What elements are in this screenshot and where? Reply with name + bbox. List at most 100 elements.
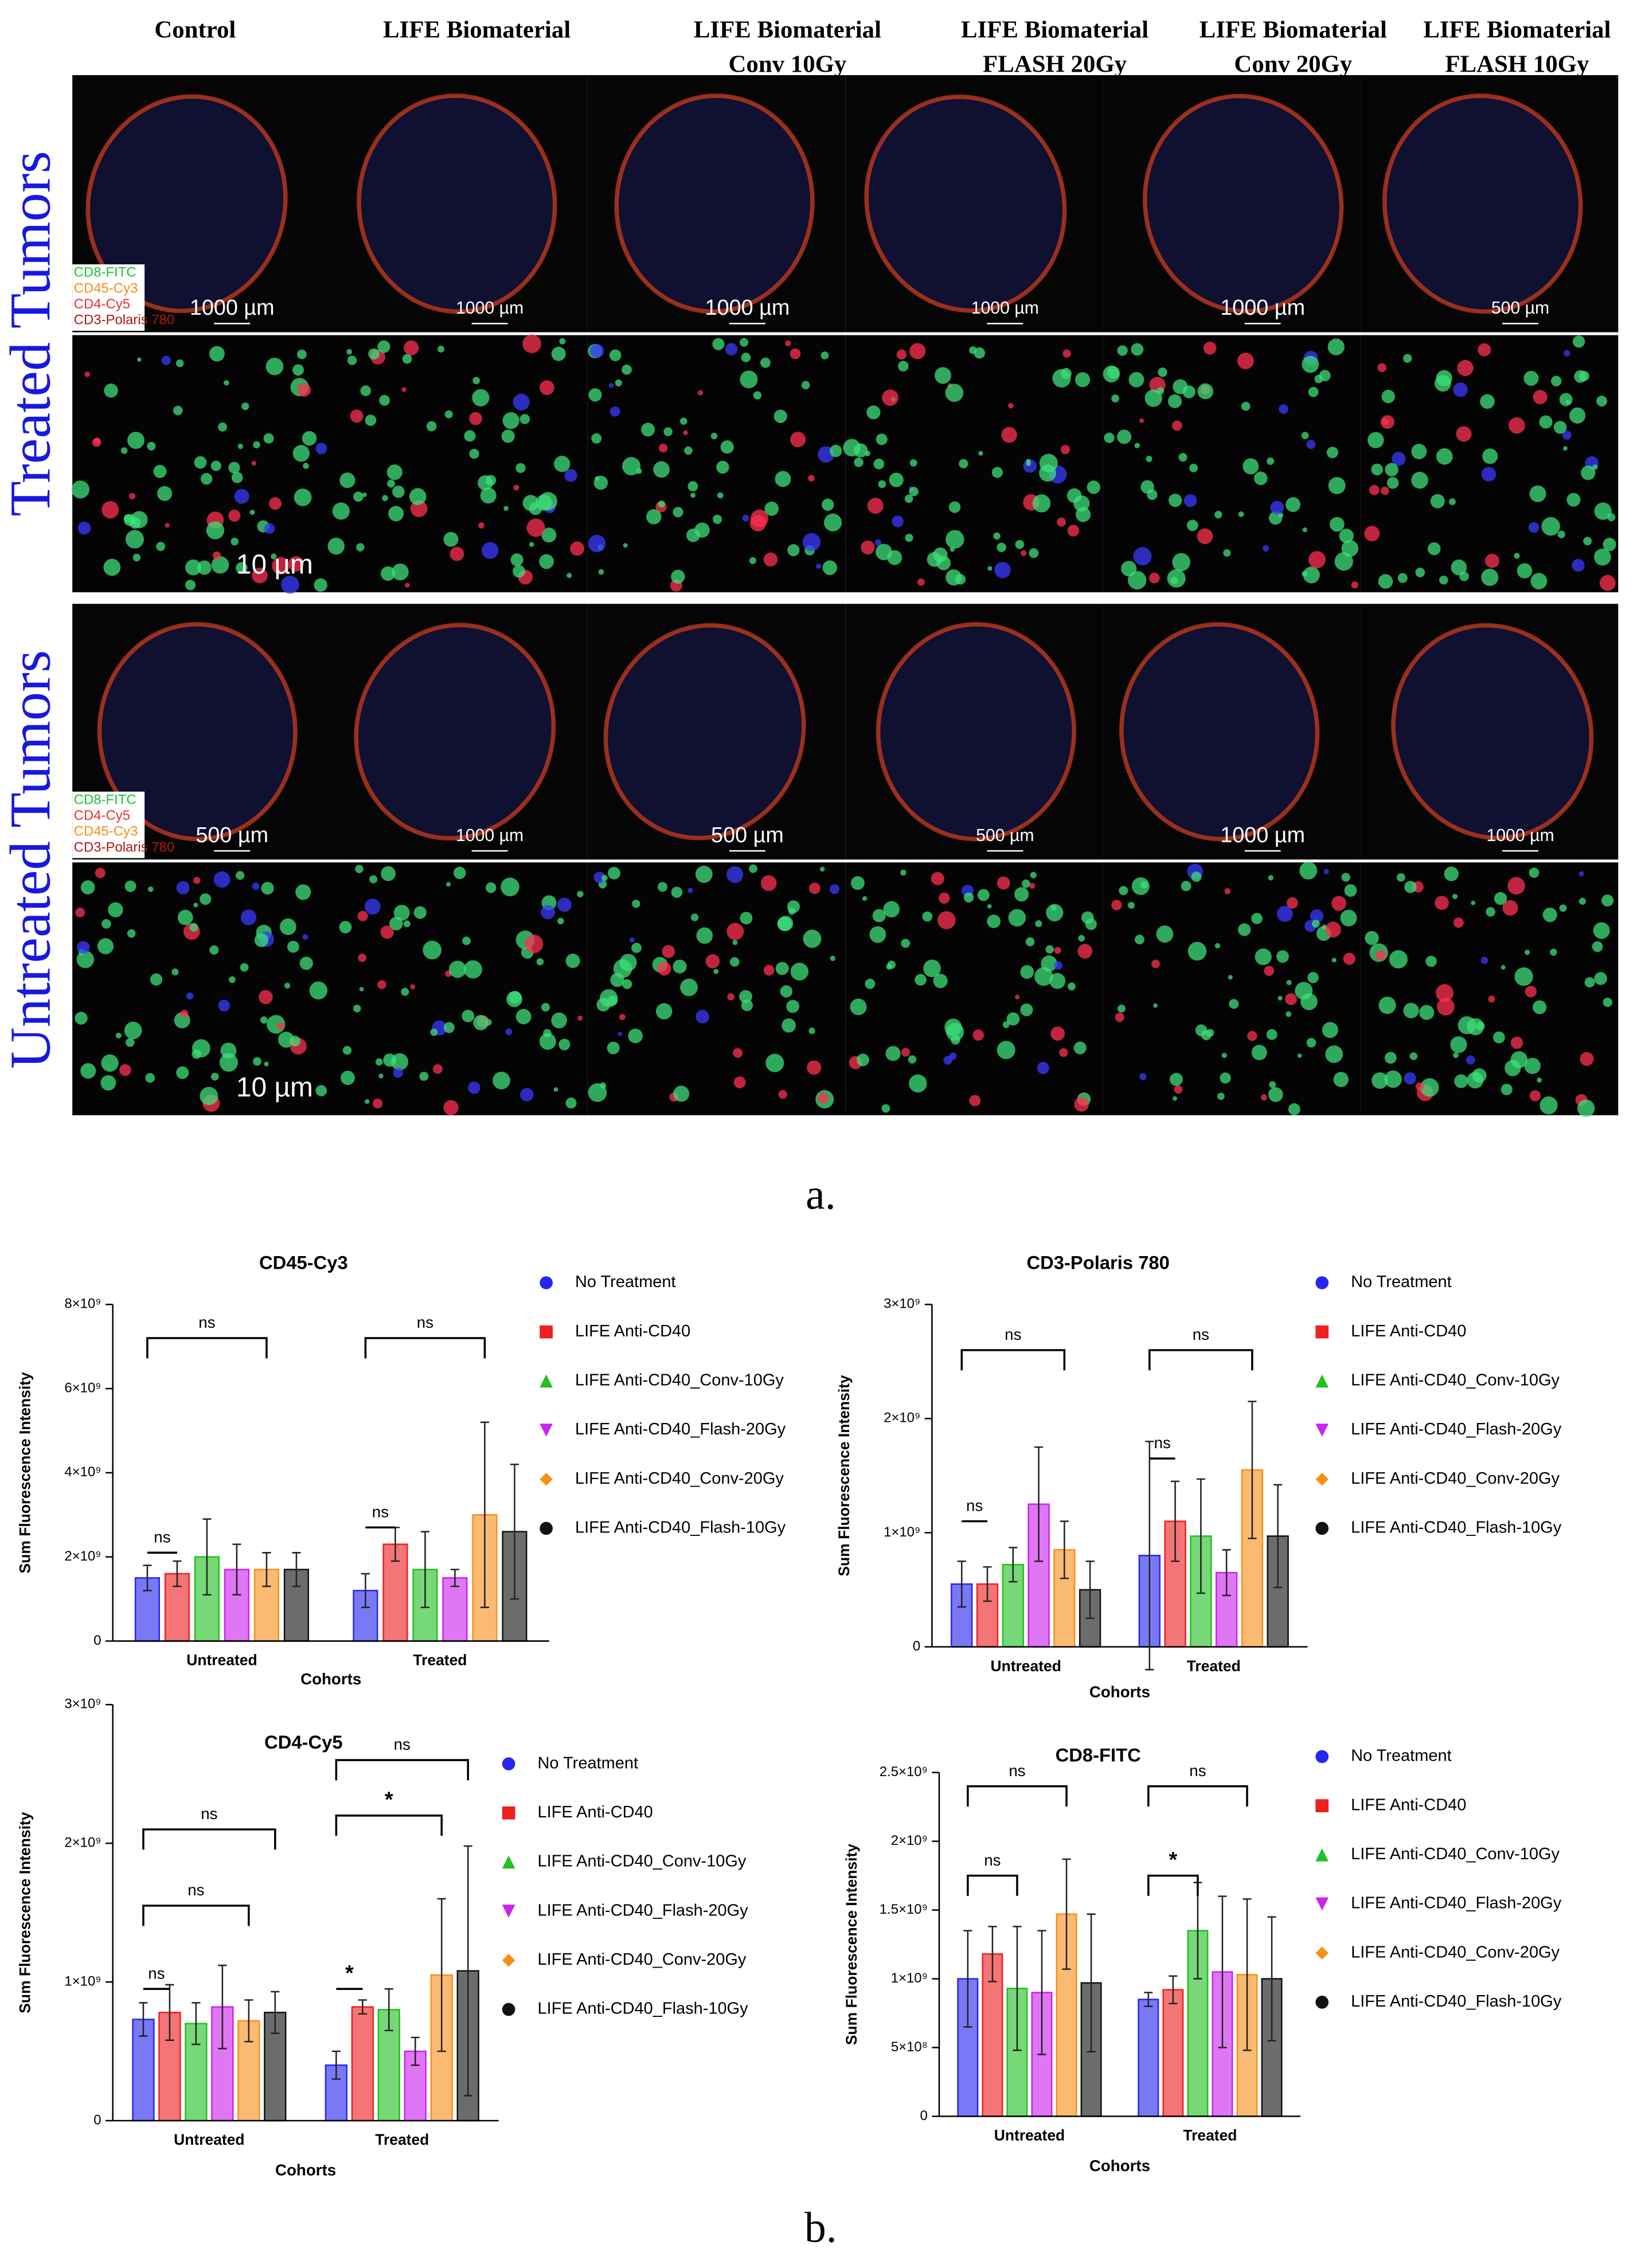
cell	[588, 534, 606, 553]
cell	[997, 542, 1006, 552]
cell	[726, 922, 744, 940]
cell	[409, 488, 427, 506]
cell	[782, 1018, 796, 1033]
tissue-section	[354, 623, 556, 841]
cell	[686, 528, 700, 542]
cell	[502, 412, 519, 429]
cell	[1603, 538, 1616, 552]
cell	[1439, 575, 1448, 585]
significance-bracket	[364, 1337, 486, 1359]
cell	[1494, 891, 1507, 905]
cell	[763, 965, 775, 976]
cell	[1596, 396, 1608, 407]
cell	[261, 882, 274, 895]
cell	[1537, 1077, 1542, 1083]
cell	[787, 544, 800, 557]
cell	[1117, 345, 1128, 356]
cell	[1322, 1022, 1338, 1038]
cell	[413, 906, 427, 919]
cell	[732, 940, 738, 945]
error-bar	[1060, 1520, 1069, 1579]
y-tick-label: 1×10⁹	[884, 1524, 920, 1540]
legend-marker	[1315, 1522, 1329, 1535]
cell	[1297, 1053, 1302, 1058]
legend-label: LIFE Anti-CD40	[1351, 1796, 1466, 1814]
cell	[856, 1053, 869, 1066]
cell	[710, 432, 718, 440]
cell	[120, 447, 128, 454]
cell	[503, 506, 509, 511]
cell	[101, 1054, 119, 1072]
cell	[713, 514, 722, 524]
cell	[1501, 1084, 1513, 1096]
cell	[173, 405, 183, 416]
legend-marker	[1315, 1946, 1329, 1960]
cell	[850, 876, 865, 890]
error-bar	[480, 1421, 489, 1608]
cell	[206, 521, 225, 539]
scale-bar-label: 1000 µm	[456, 826, 523, 845]
cell	[448, 960, 466, 978]
cell	[1255, 948, 1272, 965]
bar	[351, 2006, 374, 2122]
error-bar	[1248, 1401, 1257, 1539]
cell	[1203, 341, 1217, 355]
cell	[739, 990, 752, 1003]
cell	[943, 1055, 952, 1065]
cell	[987, 914, 1001, 928]
cell	[1299, 862, 1318, 880]
cell	[472, 377, 480, 385]
cell	[687, 481, 698, 492]
cell	[733, 1048, 743, 1058]
cell	[619, 1014, 626, 1020]
cell	[230, 537, 239, 546]
stain-label: CD45-Cy3	[74, 824, 138, 839]
cell	[790, 432, 806, 448]
cell	[200, 473, 213, 485]
cell	[972, 1029, 984, 1041]
cell	[462, 1010, 475, 1023]
cell	[75, 908, 85, 917]
significance-label: *	[1169, 1848, 1178, 1872]
cell	[1529, 867, 1540, 878]
cell	[1415, 568, 1425, 577]
cell	[1075, 507, 1091, 522]
tissue-section	[1391, 623, 1594, 840]
cell	[219, 1053, 239, 1072]
cell	[236, 871, 245, 880]
cell	[365, 1099, 370, 1104]
cell	[1411, 444, 1427, 460]
scale-bar-label: 500 µm	[976, 826, 1034, 845]
error-bar	[292, 1552, 301, 1587]
tissue-section	[614, 93, 815, 314]
cell	[896, 349, 907, 360]
cell	[1376, 950, 1386, 961]
cell	[1420, 1078, 1439, 1097]
cell	[1403, 1003, 1419, 1019]
cell	[1117, 1004, 1126, 1013]
cell	[655, 1003, 673, 1020]
error-bar	[232, 1543, 241, 1596]
cell	[75, 1011, 88, 1025]
legend-label: LIFE Anti-CD40_Flash-20Gy	[1351, 1420, 1562, 1438]
cell	[115, 1033, 122, 1039]
error-bar	[1087, 1913, 1096, 2052]
error-bar	[271, 1991, 280, 2034]
cell	[683, 430, 688, 435]
cell	[564, 469, 577, 482]
cell	[610, 972, 624, 987]
cell	[1173, 379, 1188, 394]
cell	[775, 471, 791, 487]
cell	[900, 869, 907, 876]
cell	[234, 488, 249, 504]
error-bar	[1273, 1484, 1283, 1589]
cell	[997, 876, 1010, 890]
legend-marker	[502, 1757, 515, 1770]
cell	[260, 1016, 268, 1024]
cell	[622, 364, 632, 375]
cell	[292, 445, 310, 462]
cell	[596, 998, 611, 1012]
cell	[881, 1104, 890, 1113]
cell	[790, 348, 801, 359]
cell	[358, 953, 367, 963]
